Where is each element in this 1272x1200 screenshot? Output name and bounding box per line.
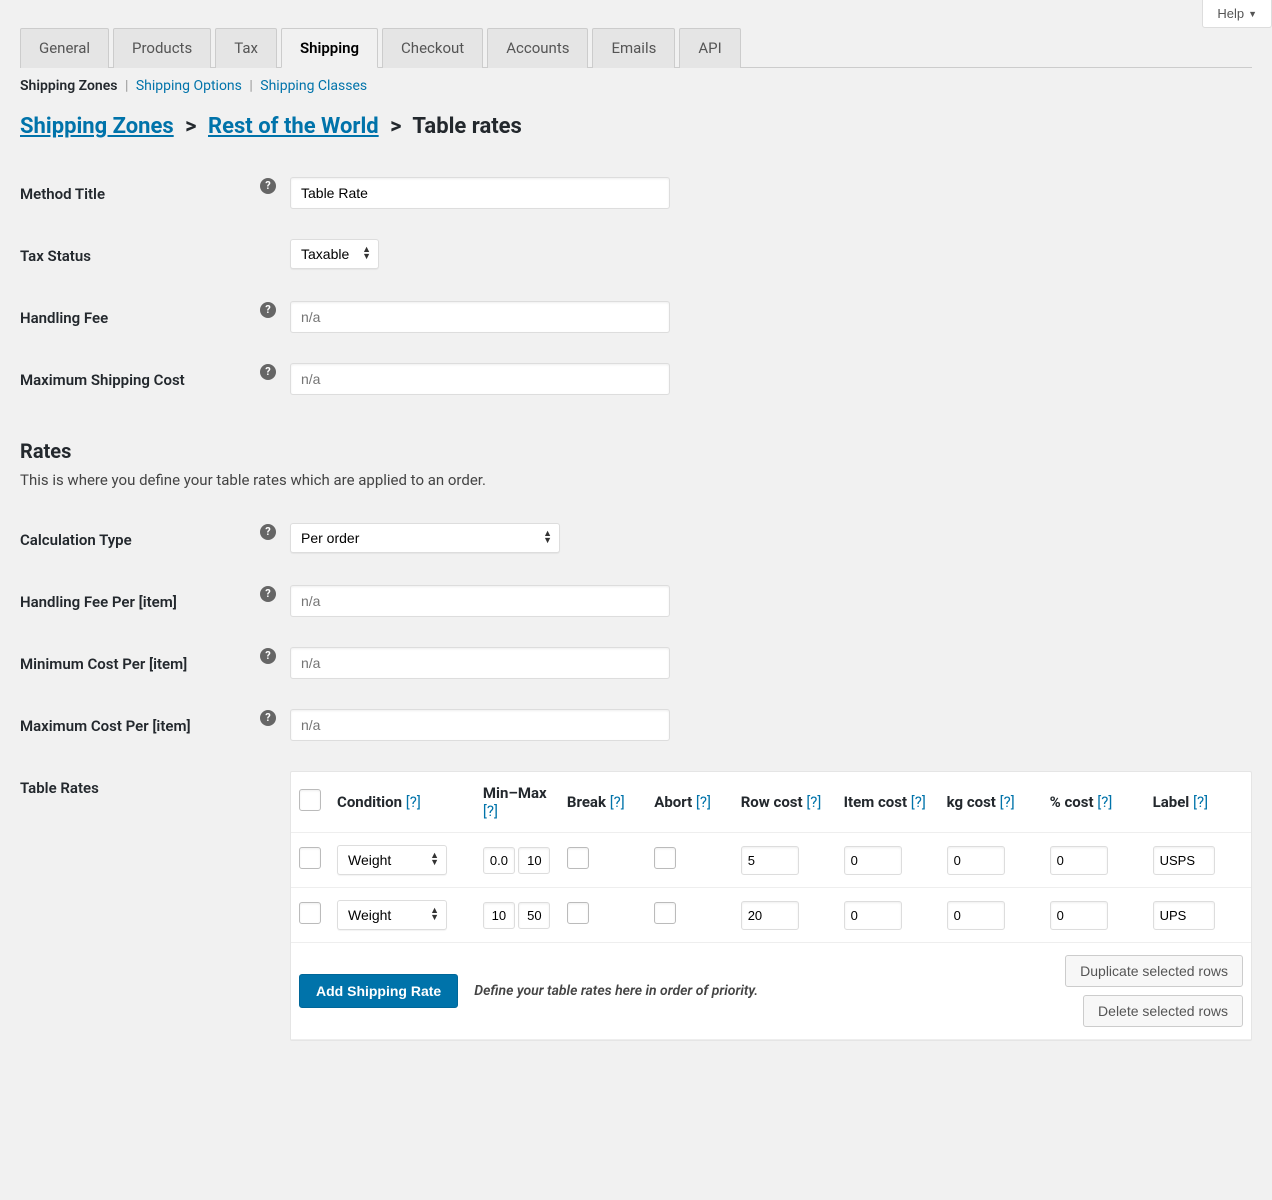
settings-tabs: General Products Tax Shipping Checkout A… [20, 28, 1252, 68]
min-cost-item-label: Minimum Cost Per [item] [20, 633, 260, 695]
add-shipping-rate-button[interactable]: Add Shipping Rate [299, 974, 458, 1008]
max-shipping-cost-input[interactable] [290, 363, 670, 395]
min-input[interactable] [483, 847, 515, 874]
help-link[interactable]: [?] [610, 793, 625, 811]
table-rates-wrap: Condition [?] Min–Max [?] Break [?] Abor… [290, 771, 1252, 1041]
help-link[interactable]: [?] [483, 802, 498, 820]
kg-cost-input[interactable] [947, 846, 1005, 875]
max-shipping-cost-label: Maximum Shipping Cost [20, 349, 260, 411]
help-link[interactable]: [?] [1000, 793, 1015, 811]
abort-checkbox[interactable] [654, 902, 676, 924]
help-toggle-button[interactable]: Help ▼ [1202, 0, 1272, 28]
col-minmax: Min–Max [483, 784, 547, 802]
delete-rows-button[interactable]: Delete selected rows [1083, 995, 1243, 1027]
handling-fee-label: Handling Fee [20, 287, 260, 349]
tab-tax[interactable]: Tax [215, 28, 277, 68]
method-title-input[interactable] [290, 177, 670, 209]
tab-accounts[interactable]: Accounts [487, 28, 588, 68]
subnav-zones[interactable]: Shipping Zones [20, 78, 117, 94]
break-checkbox[interactable] [567, 847, 589, 869]
col-kg-cost: kg cost [947, 793, 996, 811]
col-row-cost: Row cost [741, 793, 803, 811]
chevron-down-icon: ▼ [1248, 9, 1257, 19]
select-all-checkbox[interactable] [299, 789, 321, 811]
abort-checkbox[interactable] [654, 847, 676, 869]
col-item-cost: Item cost [844, 793, 907, 811]
tab-shipping[interactable]: Shipping [281, 28, 378, 68]
calc-type-label: Calculation Type [20, 509, 260, 571]
label-input[interactable] [1153, 846, 1215, 875]
max-input[interactable] [518, 902, 550, 929]
condition-select[interactable]: Weight [337, 845, 447, 875]
rates-heading: Rates [20, 439, 1252, 463]
calc-type-select[interactable]: Per order [290, 523, 560, 553]
tax-status-select[interactable]: Taxable [290, 239, 379, 269]
table-row: Weight▲▼ [291, 888, 1251, 943]
help-icon[interactable]: ? [260, 178, 276, 194]
table-row: Weight▲▼ [291, 833, 1251, 888]
condition-select[interactable]: Weight [337, 900, 447, 930]
max-cost-item-input[interactable] [290, 709, 670, 741]
table-rates-label: Table Rates [20, 757, 260, 1055]
handling-fee-item-input[interactable] [290, 585, 670, 617]
break-checkbox[interactable] [567, 902, 589, 924]
method-title-label: Method Title [20, 163, 260, 225]
min-input[interactable] [483, 902, 515, 929]
item-cost-input[interactable] [844, 901, 902, 930]
col-break: Break [567, 793, 606, 811]
breadcrumb-zones[interactable]: Shipping Zones [20, 114, 174, 139]
help-icon[interactable]: ? [260, 524, 276, 540]
tab-products[interactable]: Products [113, 28, 211, 68]
help-link[interactable]: [?] [1193, 793, 1208, 811]
help-icon[interactable]: ? [260, 302, 276, 318]
help-label: Help [1217, 6, 1244, 21]
handling-fee-input[interactable] [290, 301, 670, 333]
help-link[interactable]: [?] [406, 793, 421, 811]
kg-cost-input[interactable] [947, 901, 1005, 930]
col-label: Label [1153, 793, 1190, 811]
pct-cost-input[interactable] [1050, 901, 1108, 930]
help-link[interactable]: [?] [1097, 793, 1112, 811]
item-cost-input[interactable] [844, 846, 902, 875]
label-input[interactable] [1153, 901, 1215, 930]
help-icon[interactable]: ? [260, 364, 276, 380]
tab-general[interactable]: General [20, 28, 109, 68]
pct-cost-input[interactable] [1050, 846, 1108, 875]
help-link[interactable]: [?] [806, 793, 821, 811]
help-icon[interactable]: ? [260, 648, 276, 664]
help-icon[interactable]: ? [260, 586, 276, 602]
tax-status-label: Tax Status [20, 225, 260, 287]
breadcrumb-method: Table rates [412, 114, 521, 139]
row-checkbox[interactable] [299, 902, 321, 924]
shipping-sub-nav: Shipping Zones | Shipping Options | Ship… [20, 78, 1252, 94]
subnav-options[interactable]: Shipping Options [136, 78, 242, 94]
breadcrumb-zone[interactable]: Rest of the World [208, 114, 379, 139]
help-link[interactable]: [?] [696, 793, 711, 811]
duplicate-rows-button[interactable]: Duplicate selected rows [1065, 955, 1243, 987]
footer-note: Define your table rates here in order of… [474, 983, 758, 999]
breadcrumb: Shipping Zones > Rest of the World > Tab… [20, 114, 1252, 139]
min-cost-item-input[interactable] [290, 647, 670, 679]
tab-emails[interactable]: Emails [592, 28, 675, 68]
help-link[interactable]: [?] [911, 793, 926, 811]
row-cost-input[interactable] [741, 901, 799, 930]
tab-api[interactable]: API [679, 28, 740, 68]
col-pct-cost: % cost [1050, 793, 1094, 811]
subnav-classes[interactable]: Shipping Classes [260, 78, 367, 94]
tab-checkout[interactable]: Checkout [382, 28, 483, 68]
col-condition: Condition [337, 793, 402, 811]
max-input[interactable] [518, 847, 550, 874]
handling-fee-item-label: Handling Fee Per [item] [20, 571, 260, 633]
row-checkbox[interactable] [299, 847, 321, 869]
help-icon[interactable]: ? [260, 710, 276, 726]
rates-desc: This is where you define your table rate… [20, 471, 1252, 489]
row-cost-input[interactable] [741, 846, 799, 875]
max-cost-item-label: Maximum Cost Per [item] [20, 695, 260, 757]
col-abort: Abort [654, 793, 692, 811]
